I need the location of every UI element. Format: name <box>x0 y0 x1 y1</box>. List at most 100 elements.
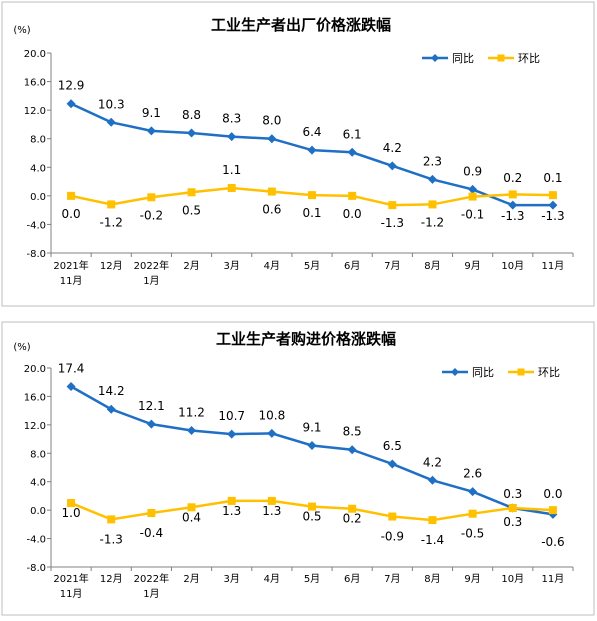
data-label-mom: -0.6 <box>541 535 564 549</box>
data-label-yoy: 2.3 <box>423 154 442 168</box>
point-yoy <box>66 381 76 391</box>
data-label-mom: 0.1 <box>302 206 321 220</box>
legend-marker <box>431 54 439 62</box>
point-yoy <box>187 128 197 138</box>
point-mom <box>308 191 316 200</box>
data-label-mom: 0.5 <box>302 510 321 524</box>
x-tick-label: 2021年 <box>53 259 88 272</box>
point-yoy <box>427 174 437 184</box>
data-label-yoy: 0.1 <box>543 171 562 185</box>
point-mom <box>388 201 397 210</box>
data-label-yoy: 0.0 <box>543 487 562 501</box>
data-label-mom: 0.4 <box>182 510 201 524</box>
x-tick-label: 1月 <box>143 275 159 287</box>
data-label-mom: 0.0 <box>343 207 362 221</box>
chart-factory-price-svg: 工业生产者出厂价格涨跌幅 (%) 20.0 16.0 12.0 8.0 4.0 0.0 -4.0… <box>1 1 595 307</box>
point-mom <box>508 504 517 513</box>
point-mom <box>468 192 477 201</box>
y-unit-label: (%) <box>13 342 30 353</box>
x-tick-label: 2月 <box>183 573 199 585</box>
point-mom <box>308 502 316 511</box>
x-tick-label: 12月 <box>100 260 123 272</box>
point-mom <box>187 503 196 512</box>
data-label-yoy: 9.1 <box>302 420 321 434</box>
data-label-mom: 1.3 <box>262 504 281 518</box>
data-label-yoy: 0.3 <box>503 487 522 501</box>
data-label-mom: -0.4 <box>140 526 163 540</box>
data-label-yoy: 6.5 <box>383 439 402 453</box>
x-tick-label: 9月 <box>464 573 480 585</box>
point-yoy <box>106 404 116 414</box>
point-mom <box>388 512 397 521</box>
y-tick-label: 0.0 <box>30 192 46 203</box>
point-mom <box>187 188 196 197</box>
data-label-yoy: 8.5 <box>343 425 362 439</box>
point-yoy <box>267 134 277 144</box>
point-mom <box>107 200 116 209</box>
point-mom <box>348 504 357 513</box>
legend-marker <box>451 368 459 376</box>
data-label-mom: -1.2 <box>100 215 123 229</box>
x-tick-label: 2021年 <box>53 572 88 585</box>
data-label-mom: -1.4 <box>421 533 444 547</box>
x-tick-label: 12月 <box>100 573 123 585</box>
x-tick-label: 9月 <box>464 260 480 272</box>
legend-marker <box>497 54 505 62</box>
point-yoy <box>146 126 156 136</box>
data-label-yoy: 10.8 <box>258 408 285 422</box>
point-yoy <box>227 132 237 142</box>
data-label-mom: -0.9 <box>381 530 404 544</box>
legend-label: 环比 <box>518 52 540 65</box>
data-label-mom: 0.3 <box>503 515 522 529</box>
y-tick-label: -4.0 <box>26 535 46 546</box>
y-tick-label: 20.0 <box>24 364 46 375</box>
legend-label: 同比 <box>452 52 474 65</box>
point-yoy <box>468 487 478 497</box>
point-mom <box>67 499 76 508</box>
y-tick-label: 16.0 <box>24 392 46 403</box>
data-label-yoy: 4.2 <box>383 141 402 155</box>
point-mom <box>348 191 357 200</box>
data-label-mom: -1.3 <box>100 532 123 546</box>
data-label-yoy: 8.3 <box>222 112 241 126</box>
point-yoy <box>387 161 397 171</box>
point-yoy <box>307 440 317 450</box>
point-yoy <box>427 475 437 485</box>
x-tick-label: 2022年 <box>134 572 169 585</box>
point-yoy <box>106 117 116 127</box>
point-yoy <box>66 99 76 109</box>
x-tick-label: 4月 <box>264 573 280 585</box>
x-tick-label: 2022年 <box>134 259 169 272</box>
x-tick-label: 11月 <box>542 260 565 272</box>
x-tick-label: 3月 <box>224 260 240 272</box>
data-label-yoy: 11.2 <box>178 406 205 420</box>
chart-title: 工业生产者出厂价格涨跌幅 <box>211 16 391 34</box>
point-mom <box>428 516 437 525</box>
point-yoy <box>548 200 558 210</box>
x-tick-label: 2月 <box>183 260 199 272</box>
point-yoy <box>307 145 317 155</box>
point-yoy <box>387 459 397 469</box>
y-tick-label: 16.0 <box>24 78 46 89</box>
data-label-mom: -0.5 <box>461 527 484 541</box>
point-yoy <box>468 184 478 194</box>
data-label-mom: -1.3 <box>541 209 564 223</box>
point-yoy <box>347 445 357 455</box>
data-label-mom: -1.2 <box>421 215 444 229</box>
point-mom <box>227 496 236 505</box>
x-tick-label: 6月 <box>344 573 360 585</box>
legend-marker <box>517 368 525 376</box>
y-tick-label: 20.0 <box>24 49 46 60</box>
data-label-mom: 1.3 <box>222 504 241 518</box>
y-tick-label: 12.0 <box>24 106 46 117</box>
data-label-mom: 0.6 <box>262 203 281 217</box>
point-mom <box>508 190 517 199</box>
data-label-mom: -0.2 <box>140 208 163 222</box>
data-label-yoy: 6.4 <box>302 125 321 139</box>
x-tick-label: 5月 <box>304 573 320 585</box>
x-tick-label: 11月 <box>542 573 565 585</box>
data-label-yoy: 17.4 <box>58 361 85 375</box>
x-tick-label: 4月 <box>264 260 280 272</box>
x-tick-label: 8月 <box>424 573 440 585</box>
chart-factory-price: 工业生产者出厂价格涨跌幅 (%) 20.0 16.0 12.0 8.0 4.0 0.0 -4.0… <box>0 0 597 308</box>
